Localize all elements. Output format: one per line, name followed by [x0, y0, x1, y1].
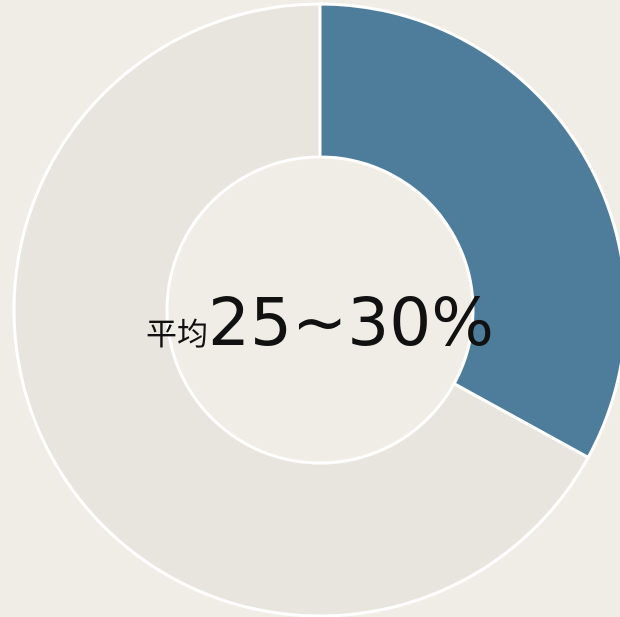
slice	[12, 2, 591, 617]
slice	[318, 2, 620, 460]
slices	[12, 2, 620, 617]
center-value: 25~30%	[208, 284, 494, 361]
center-label: 平均25~30%	[146, 284, 494, 361]
center-prefix: 平均	[146, 317, 208, 353]
